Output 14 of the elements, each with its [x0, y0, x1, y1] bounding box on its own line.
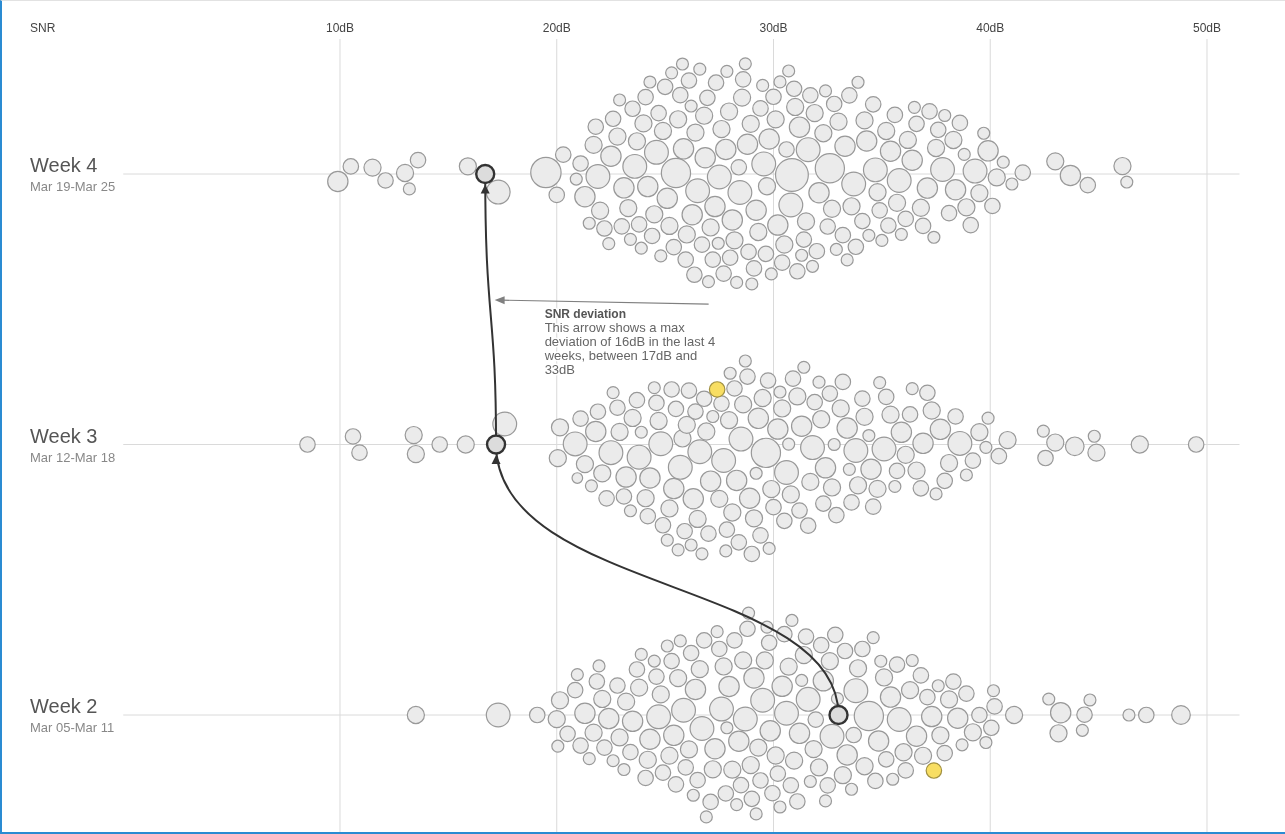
x-tick-label: 40dB: [976, 21, 1005, 35]
x-axis-title: SNR: [30, 21, 56, 35]
x-tick-label: 10dB: [325, 21, 355, 35]
text: Mar 05-Mar 11: [30, 720, 115, 735]
text: Mar 12-Mar 18: [30, 449, 116, 465]
annotation: SNR deviation: [544, 307, 626, 322]
x-tick-label: 30dB: [759, 21, 788, 35]
text: Mar 19-Mar 25: [30, 179, 116, 194]
x-tick-label: 50dB: [1192, 21, 1221, 35]
y-tick-label: Week 2: [30, 695, 98, 717]
x-tick-label: 20dB: [542, 21, 571, 35]
y-tick-label: Week 3: [30, 424, 98, 447]
annotation: This arrow shows a max deviation of 16dB in the last 4 weeks, between 17dB and 33dB: [543, 320, 716, 378]
y-tick-label: Week 4: [30, 154, 98, 176]
